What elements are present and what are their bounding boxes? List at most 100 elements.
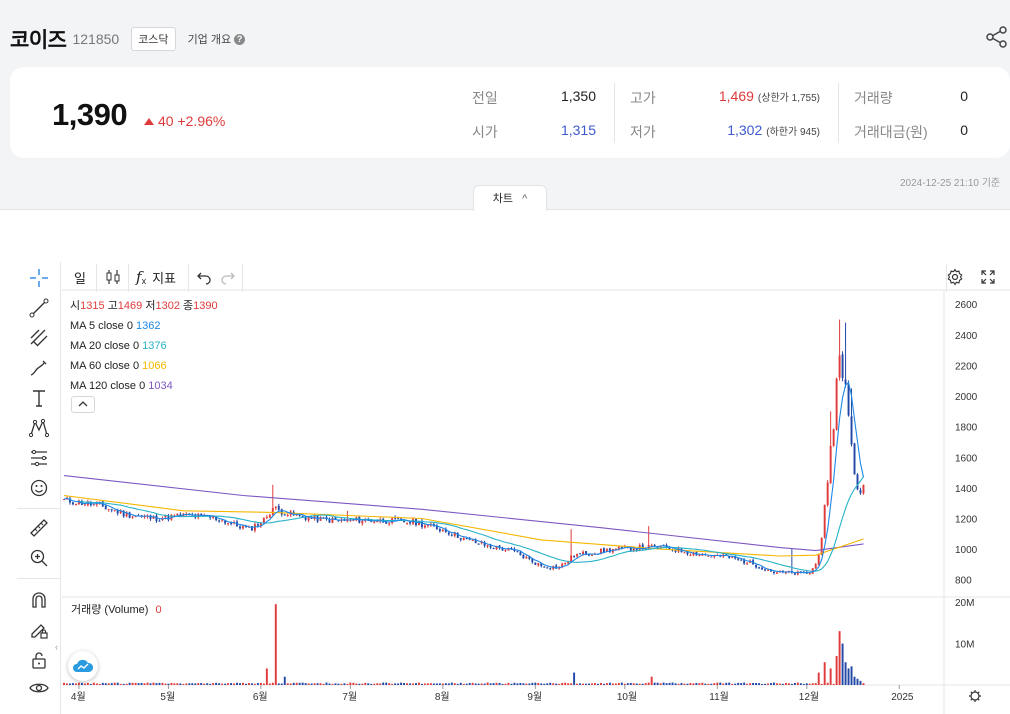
help-icon[interactable]: ? — [234, 33, 246, 45]
toolbar-divider — [946, 264, 947, 292]
chart-provider-button[interactable] — [68, 651, 98, 681]
candle — [104, 505, 107, 509]
volume-bar — [549, 682, 552, 685]
tab-chart[interactable]: 차트 ^ — [473, 185, 547, 211]
volume-bar — [725, 682, 728, 685]
candle — [197, 514, 200, 518]
candle — [826, 482, 829, 506]
chart-legend: 시1315 고1469 저1302 종1390 MA 5 close 0 136… — [70, 298, 218, 398]
candle — [582, 551, 585, 554]
volume-bar — [737, 682, 740, 685]
volume-bar — [432, 683, 435, 685]
volume-bar — [364, 682, 367, 685]
price-tick-label: 2000 — [955, 392, 978, 403]
legend-collapse-button[interactable] — [71, 396, 95, 413]
emoji-tool[interactable] — [25, 476, 53, 500]
candle — [74, 503, 77, 506]
volume-bar — [599, 682, 602, 685]
ma-legend-row[interactable]: MA 5 close 0 1362 — [70, 318, 218, 338]
candle — [602, 548, 605, 553]
upper-limit: (상한가 1,755) — [757, 93, 820, 104]
candle — [692, 552, 695, 556]
volume-bar — [244, 683, 247, 685]
candle — [579, 553, 582, 555]
volume-bar — [668, 682, 671, 685]
ma20-line — [63, 476, 864, 572]
company-overview-link[interactable]: 기업 개요 ? — [188, 31, 246, 47]
volume-bar — [295, 682, 298, 685]
candle — [683, 552, 686, 554]
candle — [444, 529, 447, 533]
visibility-tool[interactable] — [25, 676, 53, 700]
candle — [525, 557, 528, 559]
candle — [814, 564, 817, 569]
volume-bar — [388, 683, 391, 685]
share-icon[interactable] — [985, 26, 1009, 48]
volume-bar — [361, 683, 364, 685]
fullscreen-button[interactable] — [980, 266, 996, 288]
candle — [128, 512, 131, 518]
high-value: 1,469 — [718, 88, 754, 104]
candle — [158, 520, 161, 522]
measure-tool[interactable] — [25, 446, 53, 470]
crosshair-tool[interactable] — [25, 266, 53, 290]
candle — [301, 515, 304, 517]
low-value: 1,302 — [727, 122, 763, 138]
volume-bar — [116, 682, 119, 685]
undo-button[interactable] — [196, 266, 212, 288]
candle — [259, 522, 262, 527]
candle — [122, 510, 125, 517]
candle — [528, 556, 531, 559]
text-tool[interactable] — [25, 386, 53, 410]
volume-bar — [134, 682, 137, 685]
candle — [835, 378, 838, 430]
volume-bar — [650, 676, 653, 685]
candle — [832, 429, 835, 446]
ma-legend-row[interactable]: MA 20 close 0 1376 — [70, 338, 218, 358]
chart-type-button[interactable] — [104, 266, 122, 288]
fib-tool[interactable] — [25, 326, 53, 350]
magnet-tool[interactable] — [25, 588, 53, 612]
zoom-tool[interactable] — [25, 546, 53, 570]
volume-bar — [501, 683, 504, 685]
trendline-icon — [29, 298, 49, 318]
redo-button[interactable] — [220, 266, 236, 288]
volume-bar — [758, 683, 761, 685]
brush-tool[interactable] — [25, 356, 53, 380]
candle — [406, 522, 409, 524]
lock-tool[interactable] — [25, 648, 53, 672]
candle — [856, 474, 859, 490]
candle — [605, 549, 608, 553]
ma-legend-row[interactable]: MA 60 close 0 1066 — [70, 358, 218, 378]
lock-drawing-tool[interactable] — [25, 618, 53, 642]
ma-legend-row[interactable]: MA 120 close 0 1034 — [70, 378, 218, 398]
settings-button[interactable] — [946, 266, 964, 288]
fullscreen-icon — [981, 270, 995, 284]
candle — [385, 521, 388, 524]
volume-bar — [752, 682, 755, 685]
volume-bar — [415, 683, 417, 685]
ruler-tool[interactable] — [25, 516, 53, 540]
pattern-tool[interactable] — [25, 416, 53, 440]
candle — [492, 548, 495, 550]
volume-bar — [605, 683, 608, 685]
volume-bar — [418, 682, 420, 685]
candle — [256, 524, 259, 526]
volume-bar — [119, 683, 122, 685]
candle — [152, 516, 155, 519]
period-button[interactable]: 일 — [74, 270, 86, 286]
candle — [728, 556, 731, 559]
trendline-tool[interactable] — [25, 296, 53, 320]
volume-bar — [63, 682, 65, 685]
volume-bar — [334, 683, 337, 685]
volume-bar — [271, 682, 274, 685]
candle — [447, 532, 450, 535]
volume-bar — [173, 683, 176, 685]
candle — [295, 514, 298, 516]
sidebar-toggle-icon[interactable]: ‹ — [55, 642, 58, 652]
volume-bar — [409, 683, 412, 685]
candle — [274, 506, 277, 509]
